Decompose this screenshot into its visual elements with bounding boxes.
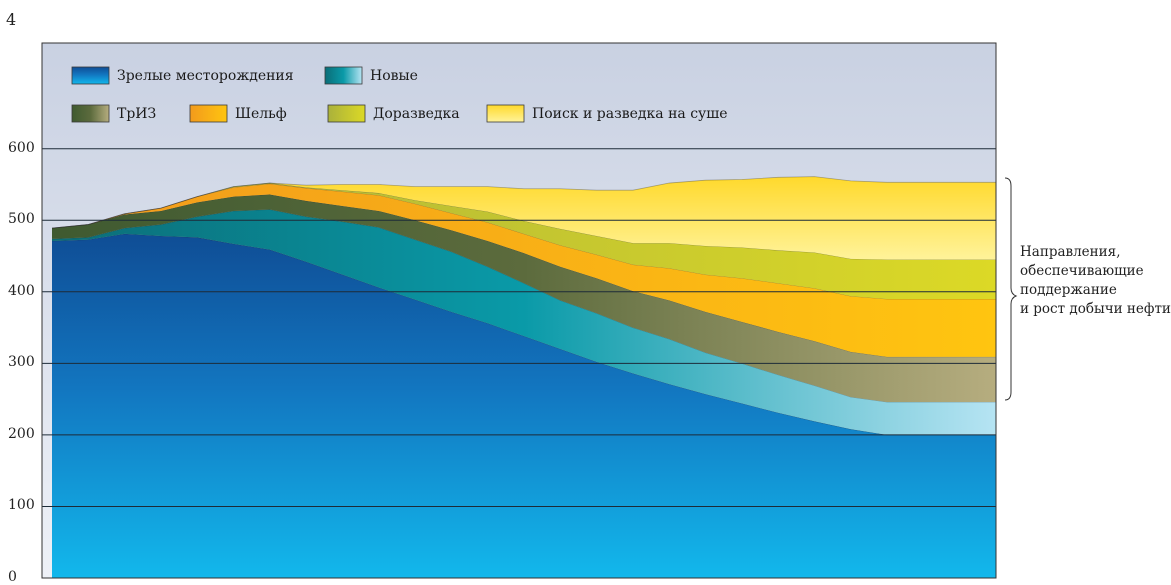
legend-label: Зрелые месторождения — [117, 68, 294, 84]
area-search — [52, 176, 996, 260]
annotation-line: Направления, — [1020, 244, 1121, 260]
legend-label: Поиск и разведка на суше — [532, 106, 728, 122]
annotation-brace — [1004, 177, 1018, 401]
annotation-line: поддержание — [1020, 282, 1117, 298]
y-tick-label: 300 — [8, 354, 35, 371]
legend-label: ТрИЗ — [117, 106, 156, 122]
legend-label: Шельф — [235, 106, 287, 122]
legend-item: Зрелые месторождения — [71, 66, 294, 85]
legend-swatch — [324, 66, 363, 85]
legend-item: Доразведка — [327, 104, 460, 123]
y-tick-label: 0 — [8, 569, 17, 585]
area-mature — [52, 233, 996, 578]
annotation-line: и рост добычи нефти — [1020, 301, 1171, 317]
y-tick-label: 600 — [8, 139, 35, 156]
legend-label: Доразведка — [373, 106, 460, 122]
y-tick-label: 200 — [8, 426, 35, 443]
area-triz — [52, 194, 996, 402]
legend-label: Новые — [370, 68, 418, 84]
area-shelf — [52, 183, 996, 357]
area-new — [52, 209, 996, 435]
page-number: 4 — [6, 10, 17, 29]
legend-swatch — [189, 104, 228, 123]
legend-item: Новые — [324, 66, 418, 85]
plot-frame — [41, 42, 997, 579]
legend-item: ТрИЗ — [71, 104, 156, 123]
area-dorazvedka — [52, 183, 996, 299]
annotation-text: Направления, обеспечивающие поддержание … — [1020, 243, 1171, 319]
y-tick-label: 500 — [8, 211, 35, 228]
legend-swatch — [71, 104, 110, 123]
legend-item: Поиск и разведка на суше — [486, 104, 728, 123]
y-tick-label: 100 — [8, 497, 35, 514]
area-search-edge — [51, 176, 996, 229]
legend-swatch — [71, 66, 110, 85]
annotation-line: обеспечивающие — [1020, 263, 1144, 279]
legend-swatch — [486, 104, 525, 123]
y-tick-label: 400 — [8, 282, 35, 299]
legend-item: Шельф — [189, 104, 287, 123]
legend-swatch — [327, 104, 366, 123]
